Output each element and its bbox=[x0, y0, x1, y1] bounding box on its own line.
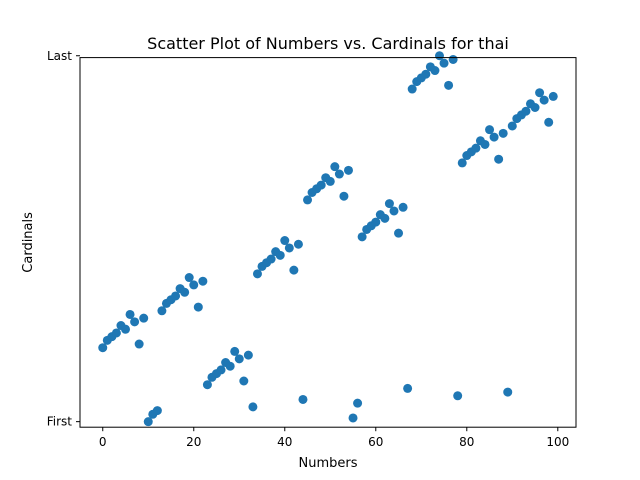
points-layer bbox=[98, 51, 558, 427]
data-point bbox=[507, 121, 517, 131]
data-point bbox=[143, 417, 153, 427]
plot-frame bbox=[79, 57, 577, 428]
data-point bbox=[184, 273, 194, 283]
data-point bbox=[98, 343, 108, 353]
data-point bbox=[125, 309, 135, 319]
data-point bbox=[343, 165, 353, 175]
data-point bbox=[480, 139, 490, 149]
data-point bbox=[225, 361, 235, 371]
x-axis-ticks: 0 20 40 60 80 100 bbox=[99, 427, 569, 449]
data-point bbox=[243, 350, 253, 360]
data-point bbox=[280, 236, 290, 246]
data-point bbox=[457, 158, 467, 168]
data-point bbox=[139, 313, 149, 323]
data-point bbox=[421, 69, 431, 79]
y-axis-label: Cardinals bbox=[21, 212, 36, 273]
data-point bbox=[384, 199, 394, 209]
data-point bbox=[252, 269, 262, 279]
data-point bbox=[284, 243, 294, 253]
data-point bbox=[498, 128, 508, 138]
data-point bbox=[548, 91, 558, 101]
data-point bbox=[503, 387, 513, 397]
data-point bbox=[334, 169, 344, 179]
data-point bbox=[403, 383, 413, 393]
data-point bbox=[234, 354, 244, 364]
data-point bbox=[380, 213, 390, 223]
data-point bbox=[407, 84, 417, 94]
x-tick-label: 20 bbox=[186, 435, 201, 449]
data-point bbox=[325, 176, 335, 186]
y-tick-label: First bbox=[47, 415, 73, 429]
data-point bbox=[216, 365, 226, 375]
data-point bbox=[121, 324, 131, 334]
data-point bbox=[339, 191, 349, 201]
data-point bbox=[430, 66, 440, 76]
data-point bbox=[471, 143, 481, 153]
data-point bbox=[348, 413, 358, 423]
data-point bbox=[293, 239, 303, 249]
data-point bbox=[189, 280, 199, 290]
data-point bbox=[530, 102, 540, 112]
data-point bbox=[394, 228, 404, 238]
data-point bbox=[193, 302, 203, 312]
data-point bbox=[444, 80, 454, 90]
data-point bbox=[298, 394, 308, 404]
x-tick-label: 0 bbox=[99, 435, 107, 449]
data-point bbox=[494, 154, 504, 164]
data-point bbox=[521, 106, 531, 116]
data-point bbox=[248, 402, 258, 412]
data-point bbox=[535, 88, 545, 98]
data-point bbox=[152, 406, 162, 416]
data-point bbox=[353, 398, 363, 408]
data-point bbox=[439, 58, 449, 68]
data-point bbox=[371, 217, 381, 227]
data-point bbox=[202, 380, 212, 390]
data-point bbox=[180, 287, 190, 297]
x-tick-label: 80 bbox=[459, 435, 474, 449]
data-point bbox=[198, 276, 208, 286]
data-point bbox=[330, 162, 340, 172]
data-point bbox=[448, 54, 458, 64]
data-point bbox=[544, 117, 554, 127]
data-point bbox=[134, 339, 144, 349]
x-axis-label: Numbers bbox=[299, 456, 358, 471]
data-point bbox=[157, 306, 167, 316]
data-point bbox=[289, 265, 299, 275]
y-tick-label: Last bbox=[47, 49, 72, 63]
data-point bbox=[111, 328, 121, 338]
x-tick-label: 100 bbox=[546, 435, 569, 449]
x-tick-label: 60 bbox=[368, 435, 383, 449]
data-point bbox=[389, 206, 399, 216]
chart-title: Scatter Plot of Numbers vs. Cardinals fo… bbox=[147, 34, 509, 53]
data-point bbox=[485, 125, 495, 135]
data-point bbox=[539, 95, 549, 105]
data-point bbox=[171, 291, 181, 301]
data-point bbox=[266, 254, 276, 264]
data-point bbox=[275, 250, 285, 260]
data-point bbox=[489, 132, 499, 142]
data-point bbox=[303, 195, 313, 205]
data-point bbox=[239, 376, 249, 386]
data-point bbox=[230, 346, 240, 356]
x-tick-label: 40 bbox=[277, 435, 292, 449]
data-point bbox=[316, 180, 326, 190]
data-point bbox=[453, 391, 463, 401]
y-axis-ticks: First Last bbox=[47, 49, 80, 429]
data-point bbox=[398, 202, 408, 212]
data-point bbox=[357, 232, 367, 242]
data-point bbox=[130, 317, 140, 327]
